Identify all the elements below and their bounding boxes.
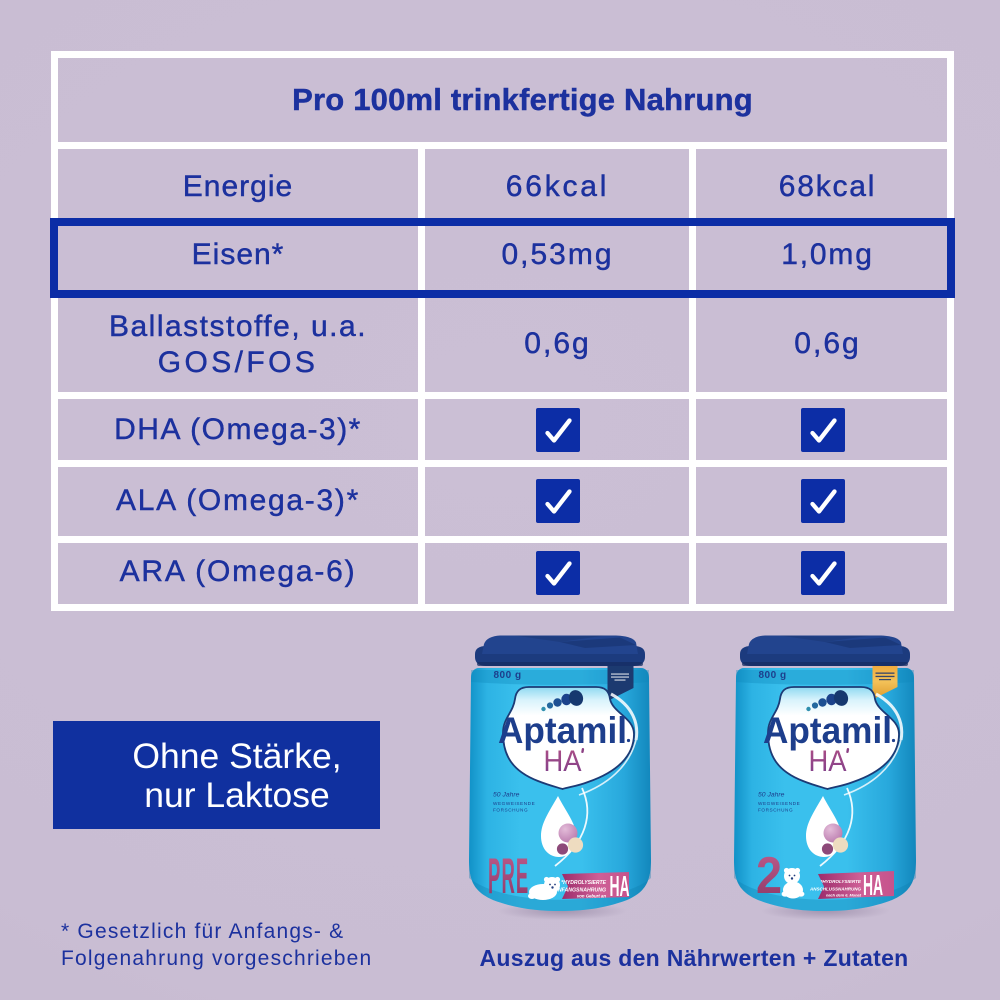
svg-text:HA: HA [610, 869, 630, 902]
svg-text:50 Jahre: 50 Jahre [758, 792, 785, 799]
svg-text:WEGWEISENDE: WEGWEISENDE [493, 801, 535, 806]
svg-text:nach dem 6. Monat: nach dem 6. Monat [826, 893, 862, 898]
svg-text:HA: HA [809, 745, 847, 778]
svg-text:Aptamil: Aptamil [498, 710, 627, 751]
svg-text:HA: HA [544, 745, 582, 778]
svg-text:800 g: 800 g [759, 670, 787, 681]
svg-text:*HYDROLYSIERTE: *HYDROLYSIERTE [821, 879, 862, 884]
svg-text:*HYDROLYSIERTE: *HYDROLYSIERTE [561, 880, 606, 886]
svg-text:ANFANGSNAHRUNG: ANFANGSNAHRUNG [553, 888, 606, 894]
svg-text:800 g: 800 g [494, 670, 522, 681]
svg-text:von Geburt an: von Geburt an [577, 893, 607, 898]
svg-text:2: 2 [756, 847, 782, 905]
svg-text:FORSCHUNG: FORSCHUNG [493, 808, 528, 813]
svg-text:ANSCHLUSSNAHRUNG: ANSCHLUSSNAHRUNG [809, 887, 862, 892]
svg-text:PRE: PRE [488, 848, 529, 904]
svg-text:Aptamil: Aptamil [763, 710, 892, 751]
svg-text:WEGWEISENDE: WEGWEISENDE [758, 801, 800, 806]
svg-text:50 Jahre: 50 Jahre [493, 792, 520, 799]
svg-text:HA: HA [863, 868, 883, 901]
svg-text:FORSCHUNG: FORSCHUNG [758, 808, 793, 813]
